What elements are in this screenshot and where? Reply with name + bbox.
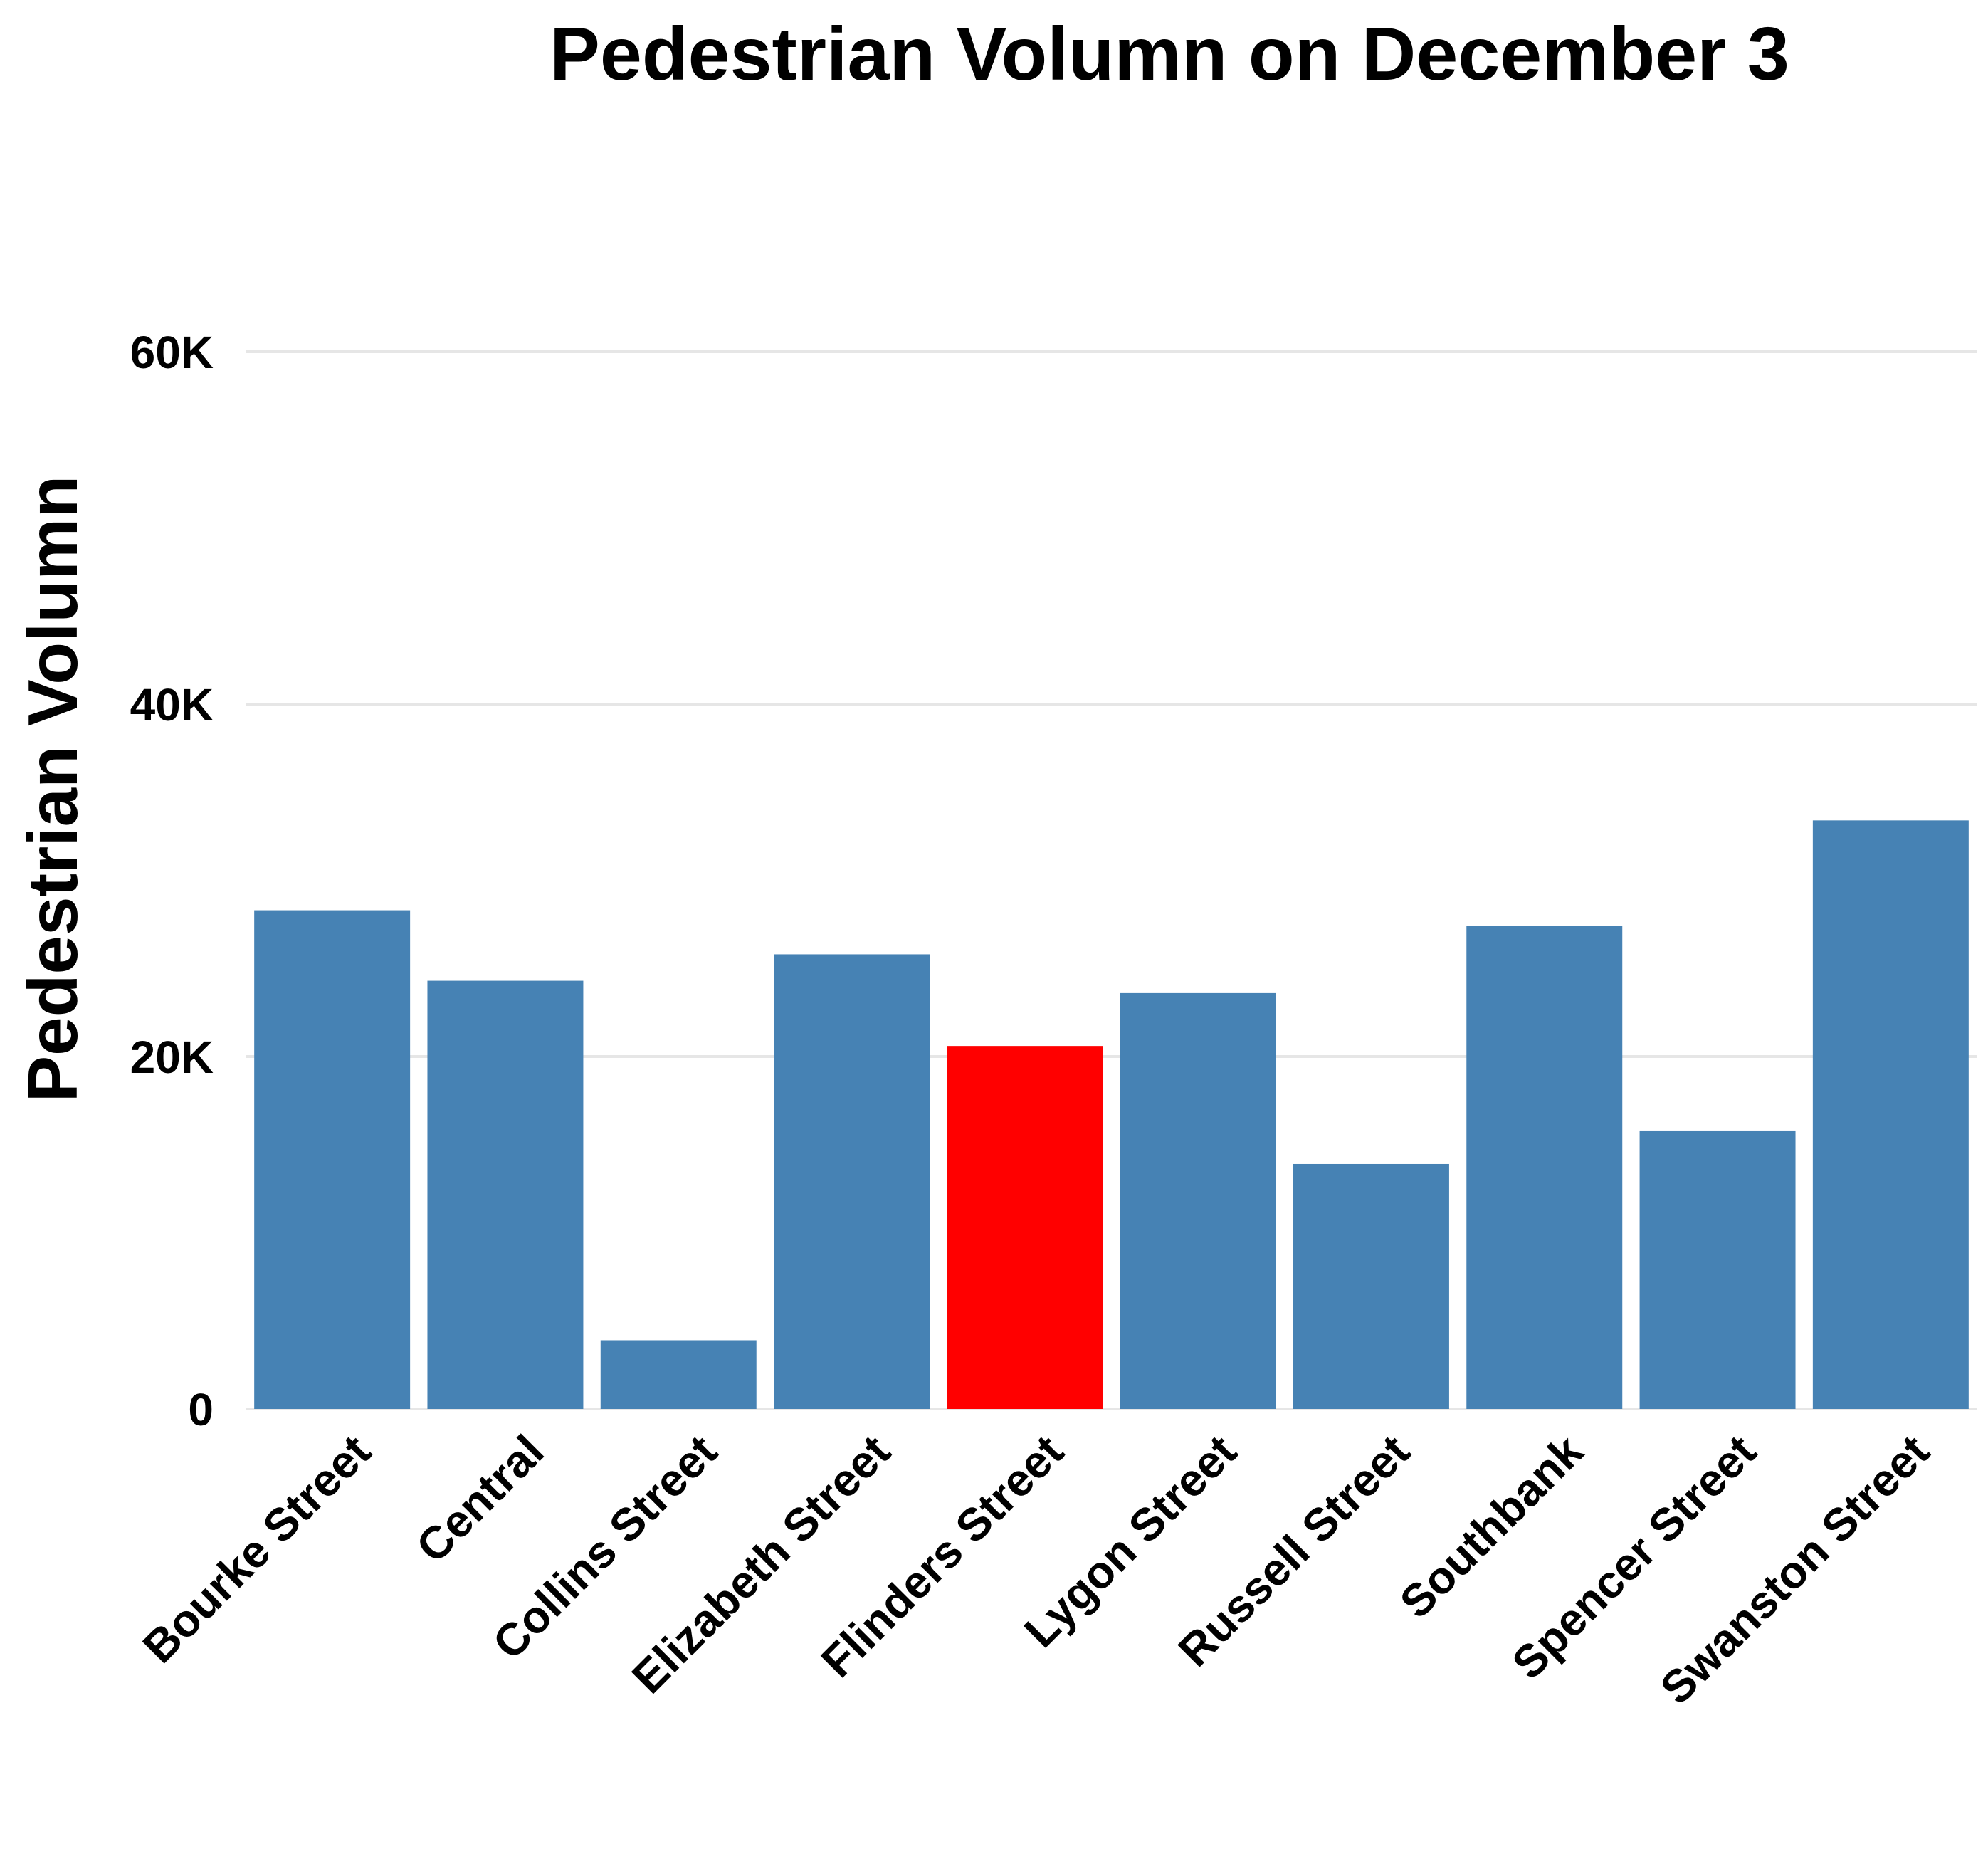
bar-collins-street	[600, 1340, 757, 1409]
bar-bourke-street	[254, 910, 411, 1409]
x-tick-label-central: Central	[406, 1425, 554, 1573]
bar-central	[427, 980, 584, 1409]
bar-lygon-street	[1120, 992, 1276, 1409]
chart-title: Pedestrian Volumn on December 3	[549, 12, 1789, 96]
bar-spencer-street	[1639, 1130, 1796, 1409]
y-axis-label: Pedestrian Volumn	[14, 476, 92, 1102]
bar-flinders-street	[947, 1046, 1103, 1409]
x-tick-label-bourke-street: Bourke Street	[133, 1425, 381, 1673]
bar-swanston-street	[1812, 820, 1969, 1409]
y-tick-label: 40K	[130, 679, 214, 730]
y-tick-label: 0	[188, 1384, 214, 1435]
bars	[254, 820, 1969, 1409]
y-tick-label: 60K	[130, 327, 214, 378]
bar-southbank	[1466, 926, 1623, 1409]
bar-elizabeth-street	[774, 954, 930, 1409]
y-tick-label: 20K	[130, 1032, 214, 1083]
y-axis-ticks: 0 20K 40K 60K	[130, 327, 214, 1435]
bar-russell-street	[1293, 1163, 1449, 1409]
